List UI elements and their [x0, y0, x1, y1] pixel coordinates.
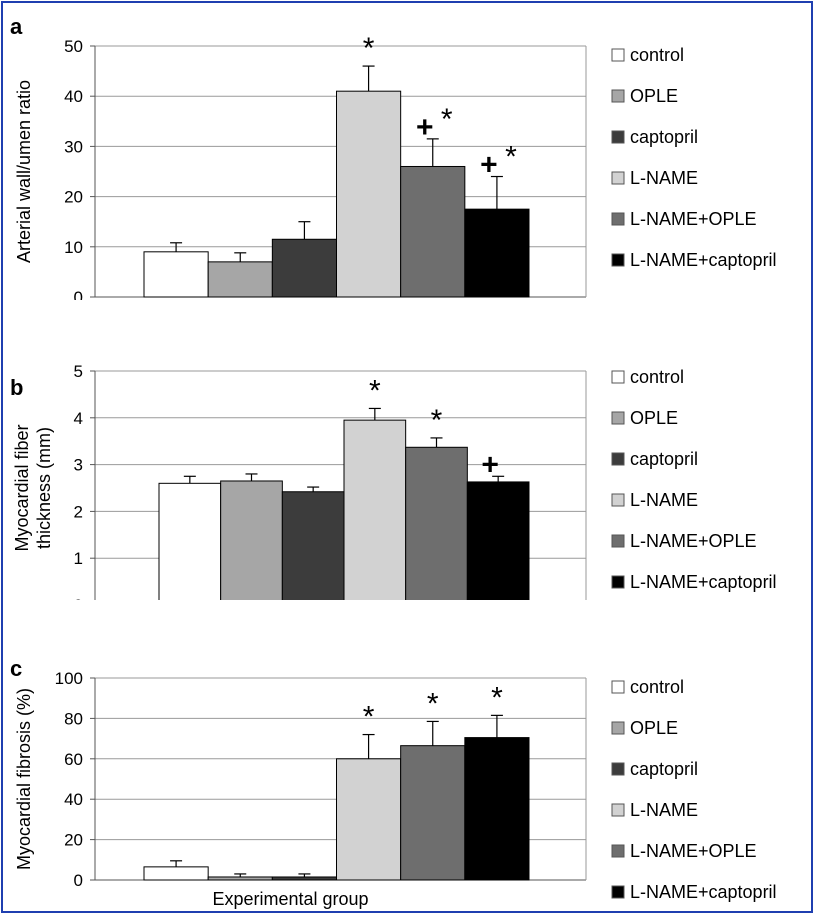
bar-l-name-captopril: [464, 737, 530, 881]
legend-swatch: [611, 411, 625, 425]
legend-label: OPLE: [630, 718, 678, 738]
bar-l-name: [336, 758, 402, 881]
legend-label: control: [630, 677, 684, 697]
legend-swatch: [611, 844, 625, 858]
annotation-asterisk: *: [491, 681, 503, 714]
bar-l-name: [343, 419, 407, 600]
legend-swatch: [611, 130, 625, 144]
y-tick-label: 2: [74, 502, 83, 521]
legend-swatch: [611, 493, 625, 507]
y-tick-label: 10: [64, 238, 83, 257]
y-tick-label: 5: [74, 362, 83, 381]
y-tick-label: 0: [74, 596, 83, 600]
legend-label: OPLE: [630, 408, 678, 428]
legend-swatch: [611, 885, 625, 899]
annotation-asterisk: *: [363, 32, 375, 65]
annotation-asterisk: *: [363, 701, 375, 734]
bar-ople: [207, 876, 273, 881]
legend-swatch: [611, 762, 625, 776]
y-tick-label: 60: [64, 750, 83, 769]
bar-l-name-captopril: [464, 208, 530, 298]
legend-label: OPLE: [630, 86, 678, 106]
bar-ople: [220, 480, 283, 600]
legend-label: L-NAME: [630, 168, 698, 188]
bar-l-name-ople: [400, 745, 466, 881]
y-tick-label: 20: [64, 831, 83, 850]
annotation-plus: +: [480, 149, 498, 182]
legend-label: L-NAME: [630, 800, 698, 820]
y-tick-label: 4: [74, 409, 83, 428]
bar-ople: [207, 261, 273, 298]
legend-swatch: [611, 89, 625, 103]
annotation-plus: +: [481, 448, 499, 481]
legend-swatch: [611, 253, 625, 267]
bar-control: [158, 482, 222, 600]
bar-captopril: [271, 876, 338, 881]
y-axis-label: Myocardial fibrosis (%): [14, 688, 34, 870]
annotation-asterisk: *: [427, 687, 439, 720]
y-tick-label: 30: [64, 137, 83, 156]
legend-label: L-NAME: [630, 490, 698, 510]
y-tick-label: 1: [74, 549, 83, 568]
legend-label: captopril: [630, 449, 698, 469]
legend-label: L-NAME+captopril: [630, 882, 777, 902]
legend-label: control: [630, 45, 684, 65]
legend-swatch: [611, 452, 625, 466]
legend-swatch: [611, 534, 625, 548]
legend-swatch: [611, 680, 625, 694]
legend-swatch: [611, 212, 625, 226]
y-tick-label: 80: [64, 709, 83, 728]
legend-swatch: [611, 48, 625, 62]
legend-label: L-NAME+OPLE: [630, 841, 757, 861]
annotation-asterisk: *: [441, 103, 453, 136]
annotation-asterisk: *: [369, 374, 381, 407]
legend-label: L-NAME+OPLE: [630, 209, 757, 229]
legend-swatch: [611, 370, 625, 384]
legend-label: control: [630, 367, 684, 387]
y-tick-label: 50: [64, 37, 83, 56]
bar-l-name: [336, 90, 402, 298]
bar-control: [143, 251, 209, 298]
legend-label: L-NAME+OPLE: [630, 531, 757, 551]
y-tick-label: 20: [64, 188, 83, 207]
legend-label: L-NAME+captopril: [630, 250, 777, 270]
y-axis-label: Arterial wall/umen ratio: [14, 80, 34, 263]
panel-label: c: [10, 656, 22, 681]
chart-panel-c: c 0 20 40 60 80 100 * * * Experimental group Myocar…: [10, 656, 777, 909]
y-tick-label: 40: [64, 87, 83, 106]
y-tick-label: 100: [55, 669, 83, 688]
legend-swatch: [611, 803, 625, 817]
legend-swatch: [611, 721, 625, 735]
y-tick-label: 0: [74, 288, 83, 300]
panel-label: a: [10, 14, 23, 39]
bar-captopril: [271, 238, 338, 298]
bar-l-name-ople: [400, 165, 466, 298]
legend-swatch: [611, 171, 625, 185]
y-tick-label: 40: [64, 790, 83, 809]
bar-control: [143, 866, 209, 881]
x-axis-label: Experimental group: [212, 889, 368, 909]
annotation-asterisk: *: [505, 141, 517, 174]
y-tick-label: 0: [74, 871, 83, 890]
bar-captopril: [281, 491, 345, 600]
legend-label: L-NAME+captopril: [630, 572, 777, 592]
y-axis-label-line-2: thickness (mm): [34, 427, 54, 549]
legend-swatch: [611, 575, 625, 589]
annotation-plus: +: [416, 111, 434, 144]
panel-label: b: [10, 375, 23, 400]
legend-label: captopril: [630, 127, 698, 147]
y-axis-label-line-1: Myocardial fiber: [12, 424, 32, 551]
annotation-asterisk: *: [431, 404, 443, 437]
bar-l-name-ople: [405, 446, 468, 600]
legend-label: captopril: [630, 759, 698, 779]
y-tick-label: 3: [74, 456, 83, 475]
bar-l-name-captopril: [466, 481, 530, 600]
